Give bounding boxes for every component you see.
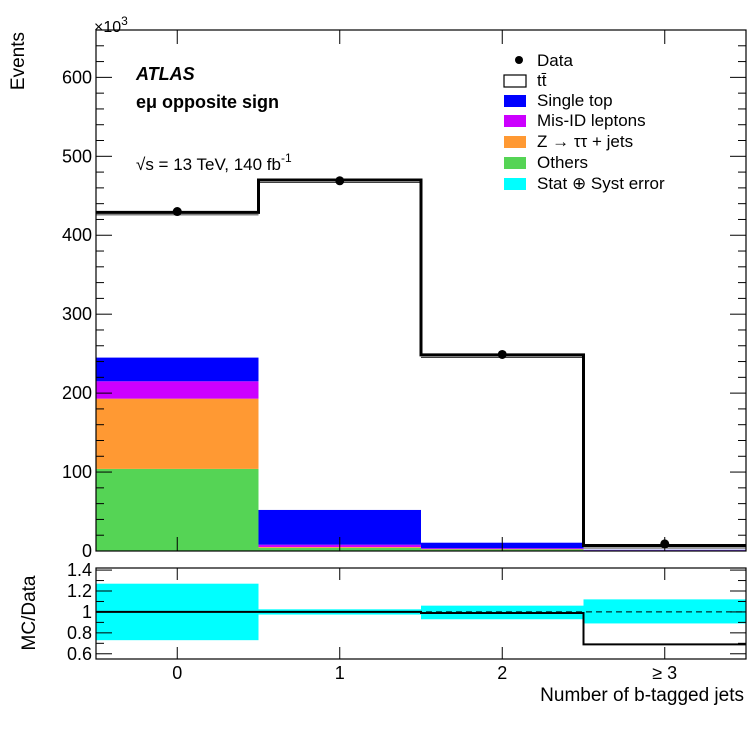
ratio-y-tick-label: 0.8 [67,623,92,643]
x-tick-label-2: 2 [497,663,507,683]
data-points [172,176,670,549]
y-tick-label: 600 [62,67,92,87]
legend-marker-data [515,56,523,64]
legend-label-single-top: Single top [537,91,613,110]
legend: Data tt̄ Single top Mis-ID leptons Z → τ… [503,51,665,193]
x-tick-label-1: 1 [335,663,345,683]
y-tick-label: 0 [82,541,92,561]
x-tick-labels: 0 1 2 ≥ 3 [172,663,677,683]
bar-3-0 [96,357,259,382]
bar-1-0 [96,398,259,469]
ratio-step [96,610,746,646]
y-scale-multiplier: ×103 [94,14,128,36]
channel-label: eμ opposite sign [136,92,279,112]
ratio-line [96,610,746,646]
legend-label-ttbar: tt̄ [537,71,547,90]
y-scale-base: ×10 [94,19,121,36]
stacked-bars [96,357,746,551]
legend-swatch-others [504,157,526,169]
legend-swatch-misid [504,115,526,127]
y-tick-label: 100 [62,462,92,482]
x-axis-title: Number of b-tagged jets [540,685,744,706]
data-point-0 [172,207,182,217]
legend-label-ztautau: Z → ττ + jets [537,132,633,151]
y-tick-label: 200 [62,383,92,403]
bar-2-0 [96,381,259,399]
ratio-band-3 [583,599,746,624]
legend-label-data: Data [537,51,573,70]
ratio-frame [95,567,747,660]
x-tick-label-0: 0 [172,663,182,683]
y-scale-exponent: 3 [121,14,128,28]
ratio-y-tick-label: 1 [82,602,92,622]
ratio-y-tick-label: 1.4 [67,560,92,580]
mc-total-step [96,178,746,547]
legend-swatch-error [504,178,526,190]
ratio-y-tick-label: 1.2 [67,581,92,601]
legend-swatch-single-top [504,95,526,107]
ratio-axes: 0.60.811.21.4 [67,560,747,664]
top-axes: 0 100 200 300 400 500 600 [62,29,747,561]
lumi-exponent: -1 [281,151,292,165]
top-frame [95,29,747,552]
legend-label-error: Stat ⊕ Syst error [537,174,665,193]
legend-label-misid: Mis-ID leptons [537,111,646,130]
energy-lumi-text: √s = 13 TeV, 140 fb [136,155,281,174]
ratio-y-axis-title: MC/Data [19,575,40,650]
legend-label-others: Others [537,153,588,172]
experiment-label: ATLAS [135,64,195,84]
y-axis-title: Events [8,32,29,90]
x-tick-label-3: ≥ 3 [652,663,677,683]
legend-swatch-ztautau [504,136,526,148]
y-tick-label: 500 [62,146,92,166]
data-point-2 [497,349,507,359]
y-tick-label: 400 [62,225,92,245]
ratio-y-tick-label: 0.6 [67,644,92,664]
legend-swatch-ttbar [503,74,527,88]
data-point-1 [335,176,345,186]
y-tick-label: 300 [62,304,92,324]
energy-lumi-label: √s = 13 TeV, 140 fb-1 [136,151,292,174]
